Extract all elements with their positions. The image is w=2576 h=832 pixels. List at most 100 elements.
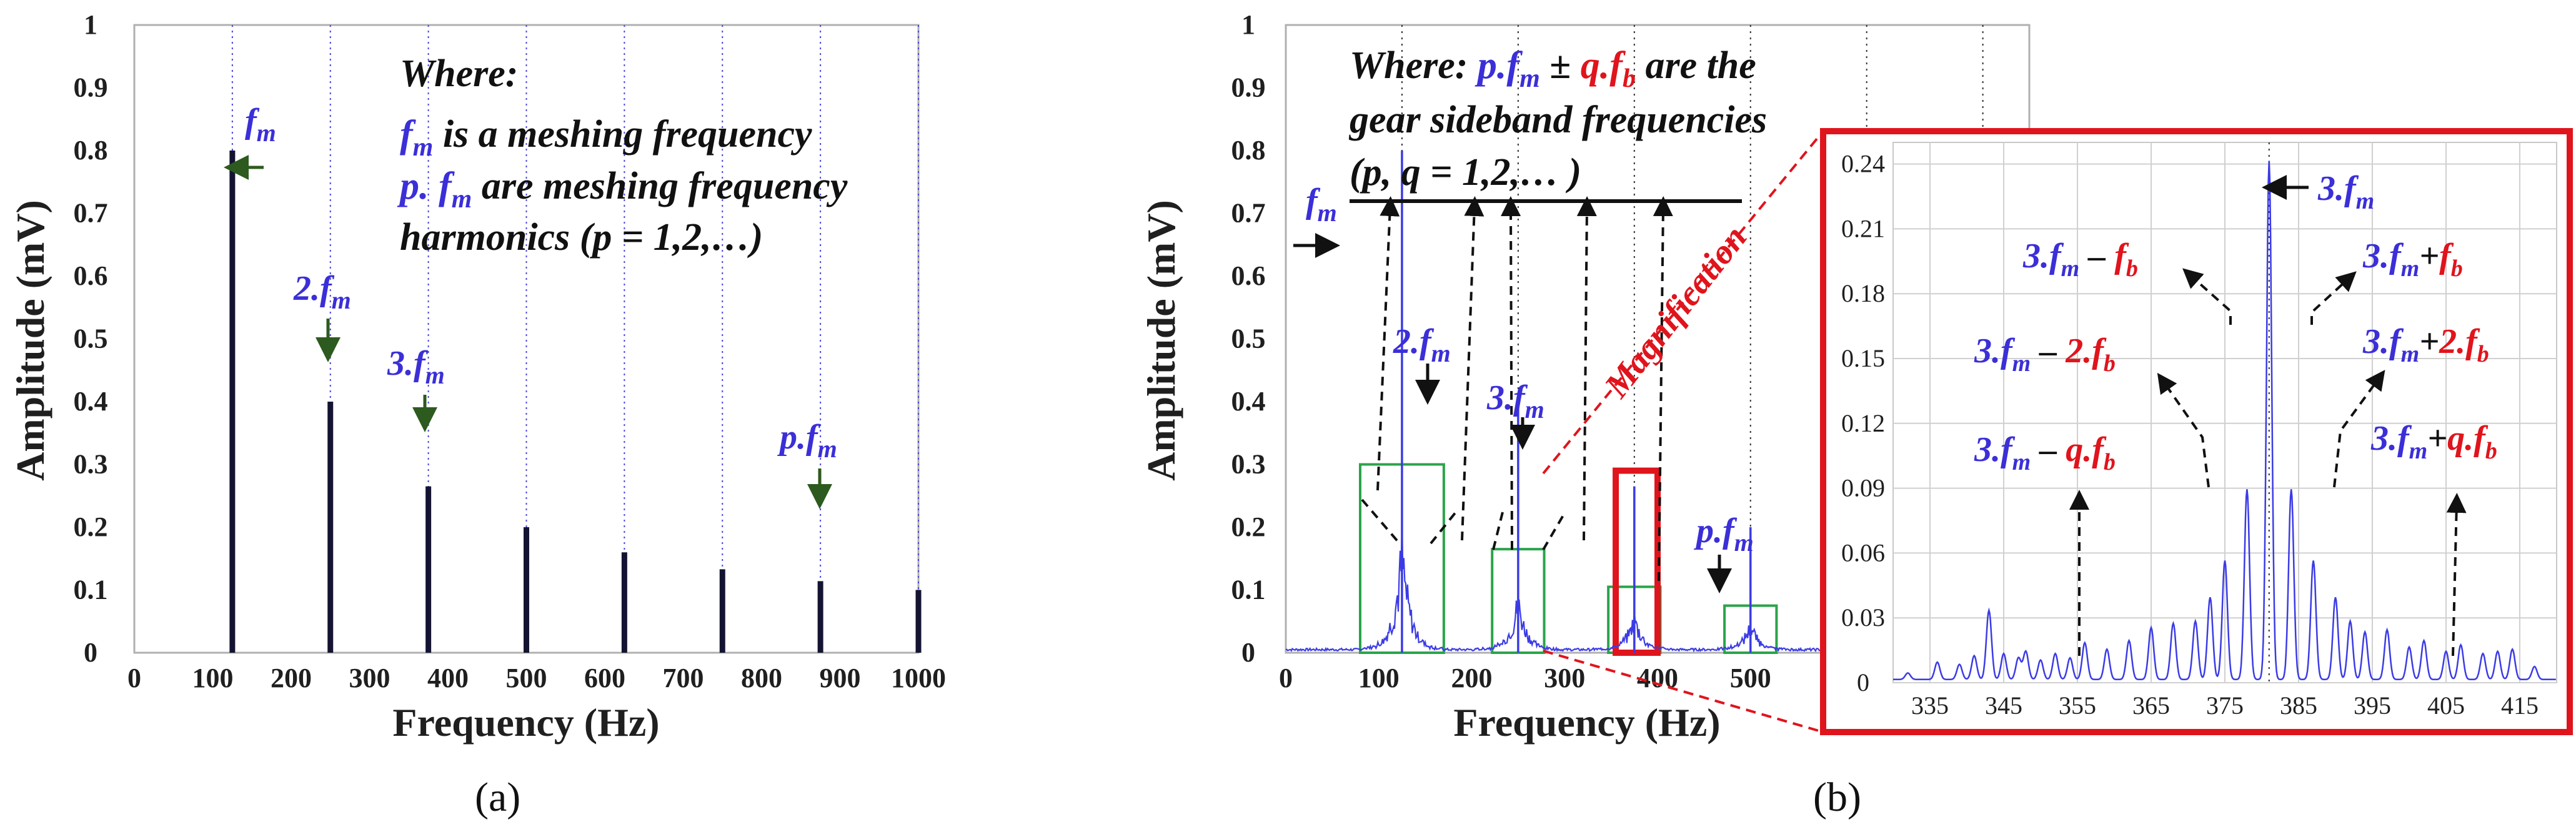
chart-a-x-tick-label: 900: [820, 663, 861, 693]
chart-b-note-line1: Where: p.fm ± q.fb are the: [1350, 44, 1756, 93]
chart-b-x-tick-label: 300: [1544, 663, 1585, 693]
chart-a-y-tick-label: 0: [84, 637, 97, 668]
inset-spectrum-line: [1893, 161, 2556, 681]
inset-x-tick-label: 335: [1911, 691, 1949, 720]
inset-y-tick-label: 0.03: [1841, 603, 1885, 631]
chart-a-note-line3: harmonics (p = 1,2,…): [400, 216, 763, 259]
chart-a-x-tick-label: 300: [349, 663, 390, 693]
chart-a: 0 100 200 300 400 500 600 700 800 900 1000 0 0.1 0.2…: [8, 9, 946, 820]
chart-b-y-tick-label: 0.7: [1231, 198, 1266, 229]
chart-a-y-tick-label: 0.3: [74, 449, 108, 480]
chart-a-label-fm: fm: [245, 102, 276, 147]
chart-b-y-tick-label: 0.6: [1231, 260, 1266, 291]
chart-b-y-label: Amplitude (mV): [1139, 200, 1183, 481]
note-line2-text: are meshing frequency: [472, 165, 848, 207]
inset-label-minus-2fb: 3.fm – 2.fb: [1974, 332, 2116, 377]
chart-b-x-tick-label: 500: [1730, 663, 1771, 693]
chart-a-x-label: Frequency (Hz): [392, 700, 659, 745]
chart-b-y-tick-label: 0.4: [1231, 386, 1266, 417]
inset-y-ticks: 0 0.03 0.06 0.09 0.12 0.15 0.18 0.21 0.24: [1841, 150, 1885, 696]
chart-a-x-tick-label: 400: [427, 663, 469, 693]
chart-b-y-tick-label: 0.9: [1231, 72, 1266, 103]
inset-x-ticks: 335 345 355 365 375 385 395 405 415: [1911, 691, 2539, 720]
inset-gridlines: [1893, 142, 2557, 683]
inset-label-3fm: 3.fm: [2317, 169, 2374, 214]
inset-y-tick-label: 0.21: [1841, 214, 1885, 242]
chart-b-note-line2: gear sideband frequencies: [1348, 99, 1767, 141]
chart-a-x-tick-label: 200: [271, 663, 312, 693]
chart-a-note-line1: fm is a meshing frequency: [400, 113, 812, 162]
inset-x-tick-label: 355: [2059, 691, 2096, 720]
chart-b-caption: (b): [1813, 775, 1861, 820]
chart-a-y-tick-label: 0.2: [74, 512, 108, 542]
inset-y-tick-label: 0.09: [1841, 474, 1885, 502]
chart-a-y-tick-label: 0.8: [74, 135, 108, 166]
inset-label-plus-fb: 3.fm+fb: [2362, 237, 2463, 282]
chart-a-y-tick-label: 0.6: [74, 260, 108, 291]
chart-b-dashed-arrows: [1361, 196, 1673, 582]
chart-a-bars: [229, 151, 922, 653]
chart-a-y-tick-label: 0.4: [74, 386, 108, 417]
chart-b-magnified-box: [1613, 467, 1661, 656]
chart-a-y-tick-label: 1: [84, 9, 97, 40]
chart-b-label-2fm: 2.fm: [1393, 322, 1451, 367]
chart-a-note-line2: p. fm are meshing frequency: [397, 165, 848, 214]
chart-a-x-tick-label: 1000: [891, 663, 946, 693]
chart-a-label-pfm: p.fm: [777, 418, 837, 463]
chart-a-x-tick-label: 500: [506, 663, 547, 693]
chart-b-label-3fm: 3.fm: [1486, 379, 1544, 423]
chart-a-x-tick-label: 800: [741, 663, 782, 693]
chart-b-y-tick-label: 1: [1241, 9, 1255, 40]
chart-a-caption: (a): [475, 775, 520, 820]
note-pfm: p. f: [397, 165, 455, 207]
chart-a-x-tick-label: 600: [584, 663, 625, 693]
inset-y-tick-label: 0.15: [1841, 344, 1885, 372]
chart-b-note-line3: (p, q = 1,2,… ): [1350, 151, 1581, 194]
chart-a-label-3fm: 3.fm: [387, 344, 445, 389]
chart-a-x-tick-label: 700: [663, 663, 704, 693]
inset-x-tick-label: 375: [2206, 691, 2244, 720]
inset-y-tick-label: 0: [1857, 668, 1869, 696]
note-line1-text: is a meshing frequency: [433, 113, 812, 156]
chart-b-magnify-line-top: [1542, 130, 1824, 475]
chart-a-y-tick-label: 0.1: [74, 575, 108, 605]
inset-arrows: [2069, 268, 2467, 656]
inset-label-minus-fb: 3.fm – fb: [2022, 237, 2138, 282]
chart-a-y-ticks: 0 0.1 0.2 0.3 0.4 0.5 0.6 0.7 0.8 0.9 1: [74, 9, 108, 668]
chart-b-y-tick-label: 0.1: [1231, 575, 1266, 605]
chart-b-y-tick-label: 0.5: [1231, 324, 1266, 354]
chart-a-x-tick-label: 100: [192, 663, 234, 693]
inset-x-tick-label: 395: [2354, 691, 2391, 720]
chart-b-label-pfm: p.fm: [1694, 512, 1754, 557]
chart-b-y-tick-label: 0.2: [1231, 512, 1266, 542]
chart-b-y-tick-label: 0.8: [1231, 135, 1266, 166]
chart-b-y-tick-label: 0.3: [1231, 449, 1266, 480]
chart-b-x-tick-label: 0: [1279, 663, 1293, 693]
inset-label-plus-2fb: 3.fm+2.fb: [2362, 322, 2489, 367]
note-fm-sub: m: [413, 133, 434, 162]
inset-spectrum: [1893, 161, 2556, 681]
inset-label-plus-qfb: 3.fm+q.fb: [2370, 419, 2497, 464]
chart-a-label-2fm: 2.fm: [293, 269, 351, 314]
inset-y-tick-label: 0.24: [1841, 150, 1885, 178]
chart-a-y-tick-label: 0.7: [74, 198, 108, 229]
chart-b-x-label: Frequency (Hz): [1453, 700, 1720, 745]
chart-a-x-ticks: 0 100 200 300 400 500 600 700 800 900 1000: [127, 663, 946, 693]
note-pfm-sub: m: [452, 185, 472, 214]
inset-label-minus-qfb: 3.fm – q.fb: [1974, 430, 2116, 475]
chart-a-y-tick-label: 0.9: [74, 72, 108, 103]
chart-b-x-tick-label: 200: [1451, 663, 1493, 693]
chart-a-note-title: Where:: [400, 52, 518, 95]
chart-b-inset: 335 345 355 365 375 385 395 405 415 0 0.03 0.06 0.0…: [1820, 128, 2573, 735]
chart-a-y-tick-label: 0.5: [74, 324, 108, 354]
inset-y-tick-label: 0.06: [1841, 538, 1885, 567]
inset-x-tick-label: 365: [2132, 691, 2170, 720]
chart-b-y-ticks: 0 0.1 0.2 0.3 0.4 0.5 0.6 0.7 0.8 0.9 1: [1231, 9, 1266, 668]
chart-b-y-tick-label: 0: [1241, 637, 1255, 668]
inset-y-tick-label: 0.12: [1841, 409, 1885, 437]
inset-x-tick-label: 345: [1985, 691, 2022, 720]
chart-a-y-label: Amplitude (mV): [8, 200, 52, 481]
inset-x-tick-label: 385: [2280, 691, 2317, 720]
chart-a-x-tick-label: 0: [127, 663, 141, 693]
inset-y-tick-label: 0.18: [1841, 279, 1885, 307]
